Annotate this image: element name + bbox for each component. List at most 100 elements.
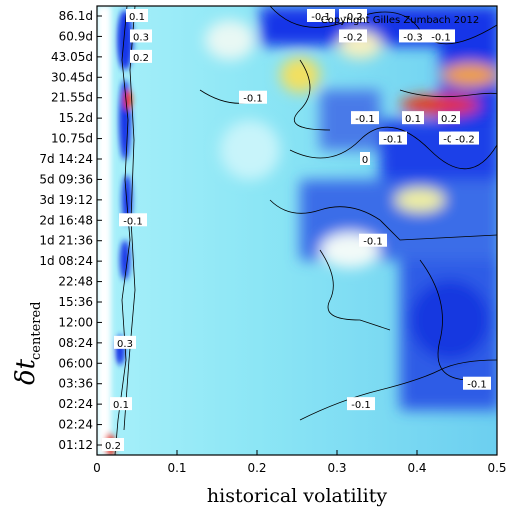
y-tick-label: 3d 19:12 (39, 193, 93, 207)
x-tick-label: 0.5 (487, 461, 506, 475)
y-tick-label: 86.1d (59, 9, 93, 23)
contour-label-box (119, 213, 147, 227)
contour-label: -0.1 (379, 131, 407, 146)
x-axis: 0 0.1 0.2 0.3 0.4 0.5 (93, 450, 507, 475)
contour-label-text: 0.2 (133, 53, 149, 64)
contour-label: 0.1 (110, 397, 132, 411)
contour-label: -0.1 (351, 111, 379, 125)
contour-label: -0.1 (359, 233, 387, 248)
contour-label: -0.1 (463, 376, 491, 391)
contour-label-box (360, 152, 370, 165)
contour-label: 0.1 (402, 111, 424, 125)
copyright-text: Copyright Gilles Zumbach 2012 (321, 15, 480, 26)
y-tick-label: 7d 14:24 (39, 152, 93, 166)
contour-label-text: -0.1 (383, 135, 403, 146)
contour-label-text: -0.2 (343, 12, 363, 23)
contour-label-box (130, 29, 152, 43)
contour-label-text: 0.2 (441, 114, 457, 125)
y-tick-label: 02:24 (58, 418, 93, 432)
y-tick-label: 15.2d (59, 111, 93, 125)
y-tick-label: 5d 09:36 (39, 172, 93, 186)
contour-label-box (351, 111, 379, 125)
contour-label: 0 (360, 152, 370, 166)
contour-label: 0.2 (102, 438, 124, 452)
contour-label-text: 0.3 (133, 32, 149, 43)
contour-label: 0.3 (130, 29, 152, 43)
contour-label-text: -0.1 (123, 216, 143, 227)
y-tick-label: 03:36 (58, 377, 93, 391)
contour-label-text: -0.1 (363, 237, 383, 248)
x-tick-label: 0.1 (167, 461, 186, 475)
y-axis-label: δt centered (11, 302, 44, 386)
contour-label-text: -0.2 (343, 32, 363, 43)
y-tick-label: 43.05d (51, 50, 93, 64)
contour-label-box (339, 9, 367, 22)
contour-label: -0.1 (307, 9, 335, 23)
y-axis-label-sub: centered (29, 302, 44, 361)
contour-labels: 0.1 0.3 0.2 -0.1 -0.2 -0.2 -0.3 -0.1 -0.1 -0.1 -0.… (102, 9, 491, 452)
contour-label: 0.2 (438, 111, 460, 125)
y-tick-label: 02:24 (58, 397, 93, 411)
y-axis-label-main: δt (11, 358, 41, 385)
x-tick-label: 0.2 (247, 461, 266, 475)
y-tick-label: 22:48 (58, 275, 93, 289)
contour-label-text: 0.3 (117, 339, 133, 350)
contour-label-box (347, 397, 375, 411)
contour-label-box (102, 438, 124, 451)
contour-label: -0.3 (399, 29, 427, 43)
contour-label-box (307, 9, 335, 22)
contour-label-text: -0.1 (351, 400, 371, 411)
x-tick-label: 0 (93, 461, 101, 475)
contour-label: -0.1 (347, 397, 375, 411)
x-tick-label: 0.3 (327, 461, 346, 475)
contour-label-text: 0.2 (105, 441, 121, 452)
contour-label: 0.1 (126, 9, 148, 23)
plot-area (97, 6, 497, 455)
contour-label-text: -0.1 (243, 94, 263, 105)
y-tick-label: 30.45d (51, 70, 93, 84)
y-tick-label: 06:00 (58, 356, 93, 370)
y-tick-label: 15:36 (58, 295, 93, 309)
contour-label-box (239, 90, 267, 104)
contour-label-text: 0.1 (129, 12, 145, 23)
y-tick-label: 01:12 (58, 438, 93, 452)
contour-label-box (451, 131, 479, 145)
y-tick-label: 10.75d (51, 132, 93, 146)
contour-label-box (130, 49, 152, 63)
contour-label: -0.1 (427, 29, 455, 43)
contour-label: -0.1 (119, 213, 147, 227)
contour-label-box (339, 29, 367, 43)
contour-label-box (438, 111, 460, 125)
y-axis: 86.1d 60.9d 43.05d 30.45d 21.55d 15.2d 10.75d 7… (39, 9, 102, 452)
contour-label-text: 0.1 (405, 114, 421, 125)
plot-frame (96, 5, 498, 456)
contour-label-text: -0.1 (467, 380, 487, 391)
contour-label-box (114, 335, 136, 349)
x-tick-label: 0.4 (407, 461, 426, 475)
y-tick-label: 12:00 (58, 315, 93, 329)
y-tick-label: 08:24 (58, 336, 93, 350)
contour-label: -0.2 (339, 9, 367, 23)
contour-label: 0.2 (130, 49, 152, 64)
contour-label: -0.2 (451, 131, 479, 146)
contour-label-box (427, 29, 455, 43)
contour-label-text: -0.1 (311, 12, 331, 23)
contour-label-text: -0.1 (431, 32, 451, 43)
contour-label-box (379, 131, 407, 145)
contour-label-box (402, 111, 424, 125)
contour-label-text: -0.2 (455, 135, 475, 146)
y-tick-label: 2d 16:48 (39, 213, 93, 227)
contour-label-text: 0 (362, 155, 368, 166)
y-tick-label: 60.9d (59, 29, 93, 43)
contour-label: 0.3 (114, 335, 136, 350)
contour-label: -0.1 (239, 90, 267, 105)
contour-label-box (399, 29, 427, 43)
contour-label-text: -0.3 (403, 32, 423, 43)
y-tick-label: 1d 21:36 (39, 234, 93, 248)
contour-label: -0.2 (339, 29, 367, 43)
contour-label-box (126, 9, 148, 22)
y-tick-label: 1d 08:24 (39, 254, 93, 268)
y-tick-label: 21.55d (51, 91, 93, 105)
x-axis-label: historical volatility (207, 485, 387, 507)
